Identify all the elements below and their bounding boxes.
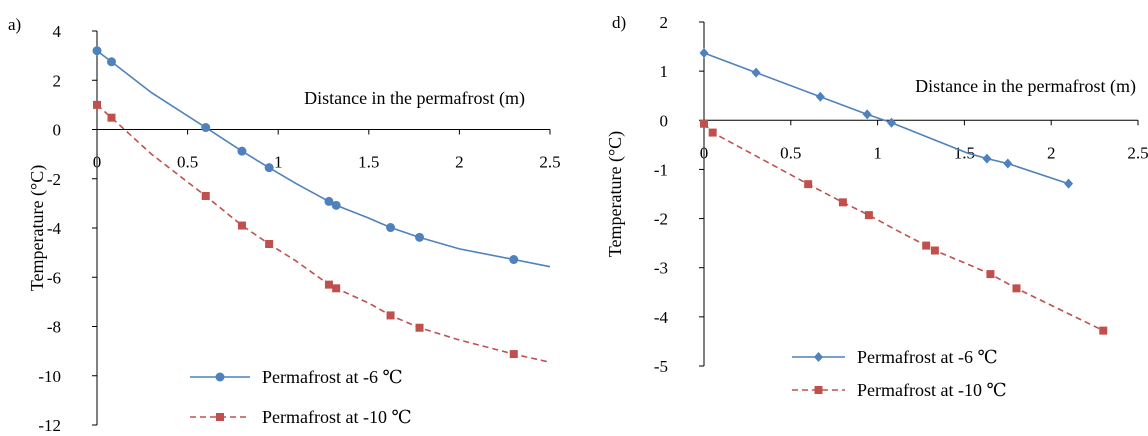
- y-tick-label: -3: [654, 259, 668, 278]
- x-axis-title: Distance in the permafrost (m): [915, 76, 1136, 97]
- data-point: [922, 241, 931, 250]
- data-point: [1099, 326, 1108, 335]
- legend-label: Permafrost at -10 ℃: [857, 380, 1007, 400]
- y-tick-label: -2: [654, 210, 668, 229]
- x-tick-label: 0: [93, 153, 102, 172]
- data-point: [415, 323, 424, 332]
- data-point: [415, 232, 425, 242]
- data-point: [93, 100, 101, 109]
- data-point: [332, 284, 341, 293]
- data-point: [930, 246, 939, 255]
- data-point: [815, 91, 825, 102]
- y-tick-label: -6: [47, 268, 61, 287]
- y-tick-label: 2: [53, 71, 62, 90]
- data-point: [1012, 284, 1021, 293]
- x-tick-label: 1.5: [358, 153, 379, 172]
- y-tick-label: -12: [38, 416, 61, 431]
- data-point: [324, 280, 333, 289]
- x-tick-label: 0: [700, 143, 709, 162]
- data-point: [509, 255, 519, 265]
- y-tick-label: -10: [38, 367, 61, 386]
- x-tick-label: 2.5: [1127, 143, 1148, 162]
- data-point: [386, 223, 396, 233]
- panel-label: d): [612, 13, 626, 32]
- y-tick-label: -8: [47, 318, 61, 337]
- x-tick-label: 2: [455, 153, 464, 172]
- data-point: [700, 119, 708, 128]
- series-line-2: [703, 123, 1104, 332]
- x-tick-label: 2: [1047, 143, 1056, 162]
- data-point: [699, 47, 709, 58]
- data-point: [331, 200, 341, 210]
- x-tick-label: 0.5: [177, 153, 198, 172]
- y-axis-title: Temperature (°C): [605, 131, 626, 257]
- chart-a: a) -12 -10 -8 -6 -4 -2 0 2 4 0 0.5 1 1.5 2 2.5 Distance …: [8, 15, 561, 435]
- panel-label: a): [8, 15, 21, 34]
- data-point: [386, 311, 395, 320]
- x-tick-label: 1: [274, 153, 283, 172]
- y-tick-label: -5: [654, 357, 668, 376]
- legend-marker: [216, 413, 224, 421]
- data-point: [237, 146, 247, 156]
- y-tick-label: 2: [660, 13, 669, 32]
- data-point: [201, 191, 210, 200]
- y-tick-label: -4: [47, 219, 62, 238]
- x-tick-label: 2.5: [539, 153, 560, 172]
- data-point: [324, 196, 334, 206]
- data-point: [1003, 158, 1013, 169]
- data-point: [107, 113, 116, 122]
- data-point: [265, 240, 274, 249]
- data-point: [751, 67, 761, 78]
- legend-label: Permafrost at -10 ℃: [262, 407, 412, 427]
- y-tick-label: 1: [660, 62, 669, 81]
- series-line-2: [96, 104, 551, 363]
- data-point: [201, 123, 211, 133]
- x-tick-label: 1.5: [954, 143, 975, 162]
- data-point: [838, 198, 847, 207]
- legend-label: Permafrost at -6 ℃: [262, 367, 403, 387]
- series-line-1: [703, 52, 1069, 185]
- y-tick-label: -2: [47, 170, 61, 189]
- legend: Permafrost at -6 ℃ Permafrost at -10 ℃: [792, 347, 1007, 400]
- legend-marker: [814, 386, 823, 394]
- data-point: [886, 117, 896, 128]
- legend-label: Permafrost at -6 ℃: [857, 347, 998, 367]
- legend: Permafrost at -6 ℃ Permafrost at -10 ℃: [190, 367, 412, 427]
- data-point: [1064, 178, 1074, 189]
- legend-marker: [814, 352, 823, 362]
- chart-d: d) -5 -4 -3 -2 -1 0 1 2 0 0.5 1 1.5 2 2.5 Distance in t…: [605, 13, 1148, 400]
- y-tick-label: -4: [654, 308, 669, 327]
- data-point: [237, 221, 246, 230]
- x-tick-label: 0.5: [780, 143, 801, 162]
- y-tick-label: 0: [660, 111, 669, 130]
- x-axis-title: Distance in the permafrost (m): [304, 88, 525, 109]
- data-point: [92, 46, 102, 56]
- data-point: [864, 211, 873, 220]
- y-axis-title: Temperature (°C): [27, 165, 48, 291]
- data-point: [986, 270, 995, 279]
- y-tick-label: -1: [654, 160, 668, 179]
- series-line-1: [96, 50, 551, 268]
- x-tick-label: 1: [873, 143, 882, 162]
- y-tick-label: 4: [53, 22, 62, 41]
- data-point: [509, 350, 518, 359]
- data-point: [804, 180, 813, 189]
- data-point: [708, 128, 717, 137]
- data-point: [264, 163, 274, 173]
- data-point: [862, 109, 872, 120]
- y-tick-label: 0: [53, 121, 62, 140]
- data-point: [106, 57, 116, 67]
- data-point: [982, 153, 992, 164]
- legend-marker: [215, 372, 225, 382]
